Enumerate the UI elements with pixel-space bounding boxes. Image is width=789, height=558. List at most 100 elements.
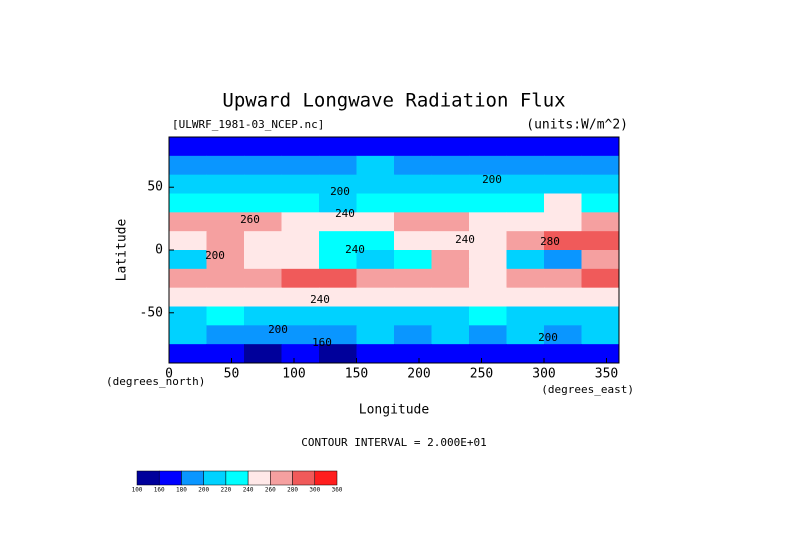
x-tick-label: 50 <box>224 367 240 382</box>
contour-cell <box>356 212 395 232</box>
contour-cell <box>544 306 582 326</box>
contour-cell <box>169 137 207 157</box>
contour-cell <box>506 155 545 176</box>
contour-cell <box>244 137 282 157</box>
contour-label: 240 <box>345 243 365 256</box>
contour-cell <box>206 174 245 194</box>
contour-cell <box>431 325 470 345</box>
contour-cell <box>356 287 395 307</box>
contour-cell <box>281 306 320 326</box>
contour-cell <box>206 212 245 232</box>
contour-cell <box>319 193 357 213</box>
contour-cell <box>506 344 545 364</box>
contour-cell <box>431 344 470 364</box>
y-tick-label: -50 <box>140 305 163 320</box>
contour-cell <box>319 155 357 176</box>
contour-cell <box>469 250 507 270</box>
contour-cell <box>469 344 507 364</box>
colorbar-swatch <box>136 470 160 486</box>
y-tick-label: 50 <box>147 180 163 195</box>
contour-cell <box>281 212 320 232</box>
contour-cell <box>394 212 432 232</box>
colorbar-label: 260 <box>265 487 276 494</box>
colorbar-label: 100 <box>132 487 143 494</box>
contour-cell <box>244 325 282 345</box>
contour-cell <box>544 268 582 289</box>
x-unit: (degrees_east) <box>541 383 634 396</box>
contour-cell <box>319 212 357 232</box>
contour-cell <box>169 174 207 194</box>
chart-title: Upward Longwave Radiation Flux <box>222 90 565 112</box>
contour-cell <box>319 231 357 251</box>
contour-cell <box>169 325 207 345</box>
contour-cell <box>469 325 507 345</box>
contour-cell <box>544 155 582 176</box>
contour-cell <box>244 212 282 232</box>
x-tick-label: 200 <box>407 367 430 382</box>
contour-cell <box>281 155 320 176</box>
y-axis-label: Latitude <box>115 219 130 282</box>
contour-cell <box>356 137 395 157</box>
contour-cell <box>169 344 207 364</box>
contour-cell <box>169 306 207 326</box>
contour-cell <box>394 344 432 364</box>
contour-cell <box>581 137 620 157</box>
contour-cell <box>431 306 470 326</box>
contour-cell <box>506 325 545 345</box>
contour-cell <box>244 193 282 213</box>
colorbar-label: 300 <box>309 487 320 494</box>
contour-cell <box>394 268 432 289</box>
colorbar-label: 180 <box>176 487 187 494</box>
contour-cell <box>244 250 282 270</box>
contour-cell <box>544 231 582 251</box>
contour-cell <box>281 287 320 307</box>
contour-cell <box>206 250 245 270</box>
y-unit: (degrees_north) <box>106 375 205 388</box>
contour-cell <box>581 344 620 364</box>
contour-cell <box>281 268 320 289</box>
contour-cell <box>356 193 395 213</box>
contour-cell <box>431 155 470 176</box>
contour-cell <box>581 306 620 326</box>
contour-cell <box>394 306 432 326</box>
contour-cell <box>581 268 620 289</box>
contour-cell <box>356 344 395 364</box>
contour-cell <box>506 174 545 194</box>
units: (units:W/m^2) <box>526 118 628 133</box>
colorbar-swatch <box>158 470 182 486</box>
contour-cell <box>169 287 207 307</box>
colorbar-swatch <box>225 470 249 486</box>
contour-cell <box>281 250 320 270</box>
contour-cell <box>169 268 207 289</box>
contour-cell <box>469 212 507 232</box>
footnote: CONTOUR INTERVAL = 2.000E+01 <box>301 436 486 449</box>
contour-cell <box>281 325 320 345</box>
contour-cell <box>581 193 620 213</box>
contour-cell <box>356 155 395 176</box>
contour-label: 200 <box>268 323 288 336</box>
colorbar-swatch <box>292 470 316 486</box>
contour-cell <box>169 212 207 232</box>
contour-cell <box>544 250 582 270</box>
contour-cell <box>394 174 432 194</box>
contour-cell <box>431 174 470 194</box>
contour-cell <box>544 137 582 157</box>
contour-cell <box>319 250 357 270</box>
contour-cell <box>506 306 545 326</box>
contour-cell <box>581 155 620 176</box>
contour-label: 200 <box>205 249 225 262</box>
contour-cell <box>581 212 620 232</box>
contour-cell <box>169 231 207 251</box>
contour-cell <box>469 268 507 289</box>
contour-cell <box>356 250 395 270</box>
contour-cell <box>319 268 357 289</box>
contour-cell <box>544 325 582 345</box>
contour-cell <box>581 231 620 251</box>
contour-cell <box>281 174 320 194</box>
contour-cell <box>469 137 507 157</box>
contour-cell <box>544 287 582 307</box>
contour-cell <box>244 306 282 326</box>
contour-label: 280 <box>540 235 560 248</box>
